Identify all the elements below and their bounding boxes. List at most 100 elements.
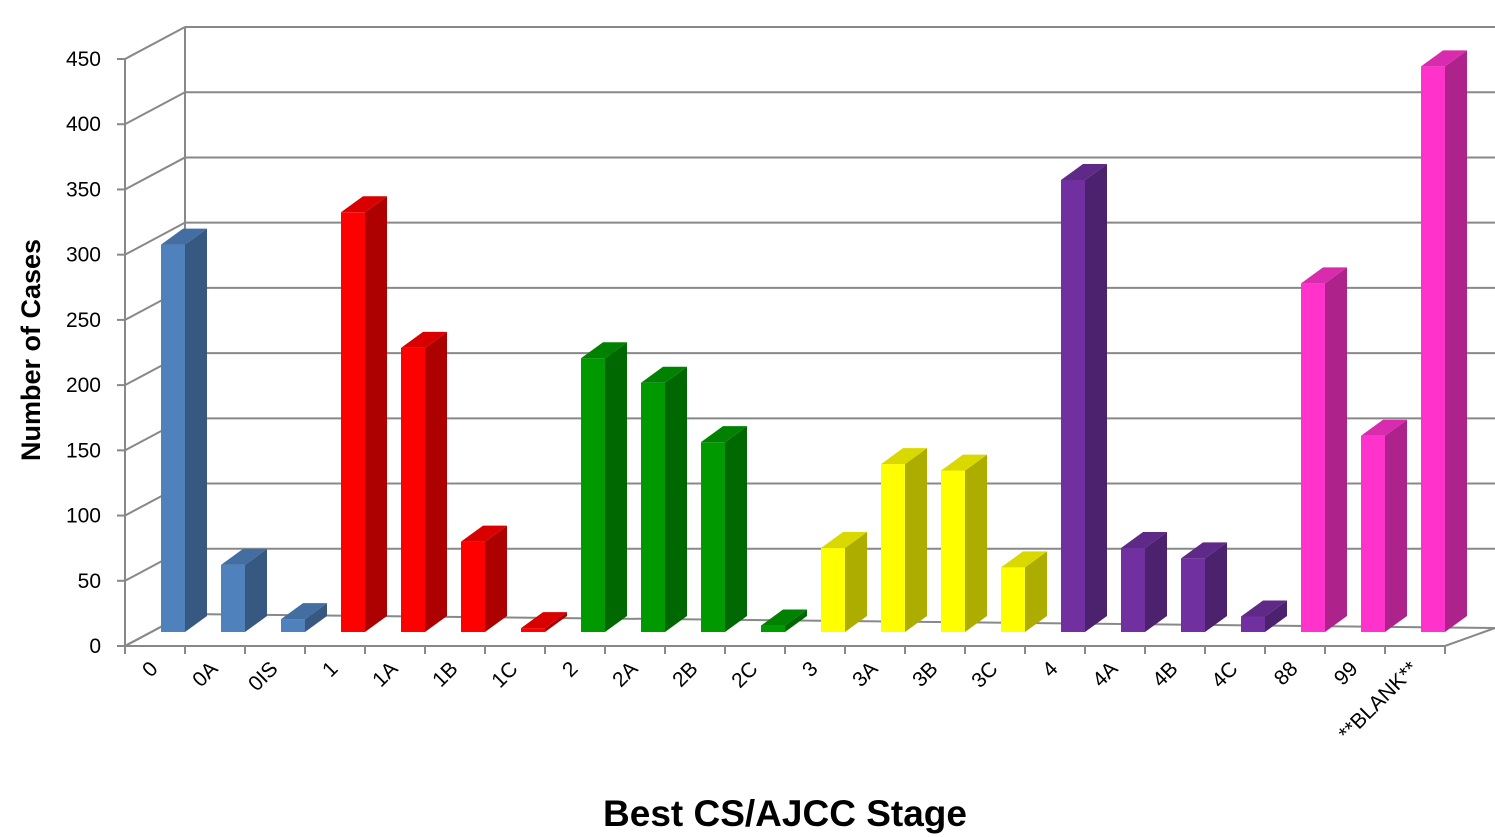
x-tick-label: 2 <box>558 657 583 682</box>
bar-front <box>221 564 245 632</box>
bar-top <box>521 612 567 629</box>
y-tick-labels: 0 50 100 150 200 250 300 350 400 450 <box>66 48 101 658</box>
gridline-depth <box>124 221 186 256</box>
bar-side <box>965 454 987 632</box>
bar <box>821 532 867 632</box>
chart-floor <box>124 612 1495 647</box>
bar-top <box>1241 600 1287 617</box>
bar-top <box>1421 50 1467 67</box>
bar-side <box>365 196 387 633</box>
bar-side <box>1025 551 1047 632</box>
bar-front <box>161 244 185 632</box>
bar <box>341 196 387 633</box>
bar-front <box>821 548 845 632</box>
bar-front <box>941 470 965 632</box>
bar-top <box>281 603 327 620</box>
bar <box>161 228 207 632</box>
bar-front <box>881 464 905 632</box>
bar-side <box>845 532 867 632</box>
bar-top <box>941 454 987 471</box>
bar-front <box>641 382 665 632</box>
bar-top <box>1061 164 1107 181</box>
bar-side <box>1145 532 1167 632</box>
x-tick-label: 2B <box>668 657 702 691</box>
bar-front <box>461 541 485 632</box>
bar-front <box>401 347 425 632</box>
bar <box>1121 532 1167 632</box>
bar-front <box>1361 435 1385 632</box>
x-tick-label: 3 <box>798 657 823 682</box>
bar-side <box>905 448 927 632</box>
bar <box>1301 267 1347 632</box>
bar-side <box>665 366 687 632</box>
bar <box>1181 542 1227 632</box>
bar <box>461 525 507 632</box>
x-tick-labels: 0 0A 0IS 1 1A 1B 1C 2 2A 2B 2C 3 3A 3B 3C 4 4A 4B 4C 88 99**… <box>124 646 1446 745</box>
x-tick-label: 0IS <box>244 657 283 696</box>
bar-side <box>1445 50 1467 632</box>
bar-side <box>785 609 807 632</box>
y-tick-label: 50 <box>78 570 101 593</box>
floor-plane <box>124 612 1495 647</box>
x-tick-label: 1B <box>428 657 462 691</box>
bar <box>521 612 567 632</box>
bar-front <box>1121 548 1145 632</box>
bar-front <box>281 619 305 632</box>
bar-side <box>305 603 327 632</box>
bar-top <box>221 548 267 565</box>
x-tick-label: 3A <box>848 657 882 691</box>
bar-top <box>1121 532 1167 549</box>
x-axis-label: Best CS/AJCC Stage <box>603 793 967 834</box>
x-tick-label: 99 <box>1330 657 1363 690</box>
y-tick-label: 0 <box>89 635 101 658</box>
bar-top <box>581 342 627 359</box>
bar-front <box>581 358 605 632</box>
bar-side <box>1385 419 1407 632</box>
x-tick-label: 1 <box>318 657 343 682</box>
x-tick-label: 1A <box>368 657 402 691</box>
x-tick-label: 4C <box>1207 657 1242 692</box>
gridline-depth <box>124 26 186 60</box>
bar-front <box>1241 616 1265 632</box>
x-tick-label: 4A <box>1088 657 1122 691</box>
bar <box>1241 600 1287 632</box>
bar-side <box>185 228 207 632</box>
y-axis-label: Number of Cases <box>16 239 46 461</box>
bar-side <box>1085 164 1107 632</box>
bar-top <box>1361 419 1407 436</box>
y-tick-label: 450 <box>66 48 101 71</box>
bar-top <box>1181 542 1227 559</box>
bar-top <box>1001 551 1047 568</box>
y-tick-label: 150 <box>66 439 101 462</box>
gridlines <box>117 26 1495 647</box>
bar <box>881 448 927 632</box>
bar <box>1061 164 1107 632</box>
y-tick-label: 250 <box>66 309 101 332</box>
x-tick-label: 88 <box>1270 657 1303 690</box>
x-tick-label: 3C <box>967 657 1002 692</box>
bar-top <box>701 426 747 443</box>
bar-side <box>425 331 447 632</box>
bar-side <box>1205 542 1227 632</box>
bar-side <box>605 342 627 632</box>
y-tick-label: 100 <box>66 505 101 528</box>
bar-front <box>521 628 545 632</box>
y-tick-label: 350 <box>66 178 101 201</box>
bar-side <box>545 612 567 632</box>
bar-front <box>1181 558 1205 632</box>
bar-top <box>641 366 687 383</box>
y-tick-label: 200 <box>66 374 101 397</box>
y-tick-label: 400 <box>66 113 101 136</box>
x-tick-label: 0 <box>138 657 163 682</box>
x-tick-label: 0A <box>188 657 222 691</box>
bar-front <box>341 212 365 633</box>
bar-side <box>1325 267 1347 632</box>
y-tick-label: 300 <box>66 244 101 267</box>
x-tick-label: 1C <box>487 657 522 692</box>
bar <box>281 603 327 632</box>
bar-top <box>821 532 867 549</box>
bar <box>1421 50 1467 632</box>
bar-side <box>725 426 747 632</box>
gridline-depth <box>124 91 186 126</box>
bar-front <box>761 625 785 632</box>
